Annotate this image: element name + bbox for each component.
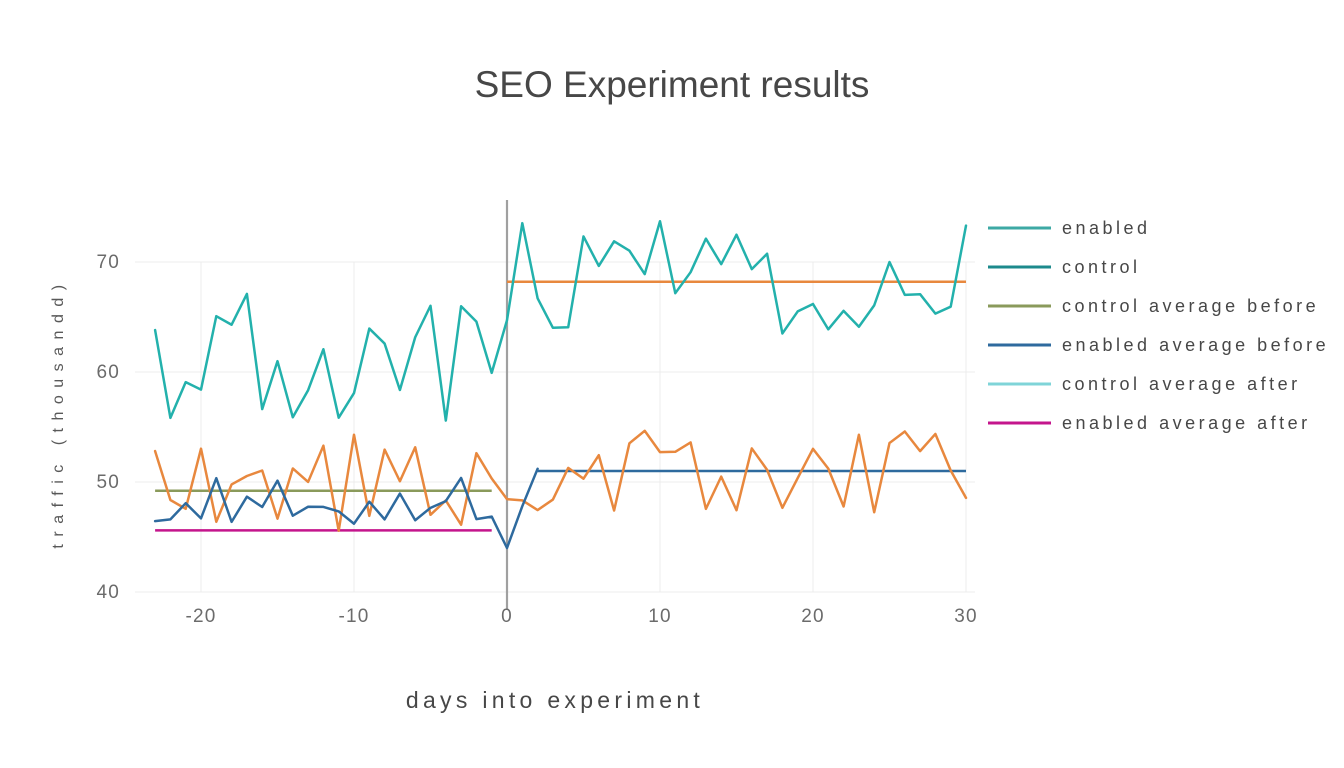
svg-text:0: 0 [501,606,513,627]
svg-text:enabled average before: enabled average before [1062,335,1329,355]
svg-text:traffic (thousandd): traffic (thousandd) [50,277,67,548]
svg-text:30: 30 [954,606,978,627]
svg-text:70: 70 [96,252,120,273]
svg-text:enabled: enabled [1062,218,1151,238]
svg-text:40: 40 [96,582,120,603]
svg-text:50: 50 [96,472,120,493]
svg-text:-10: -10 [338,606,369,627]
svg-text:control: control [1062,257,1141,277]
svg-text:control average after: control average after [1062,374,1301,394]
svg-text:-20: -20 [185,606,216,627]
svg-text:10: 10 [648,606,672,627]
svg-text:20: 20 [801,606,825,627]
svg-text:control average before: control average before [1062,296,1319,316]
svg-text:enabled average after: enabled average after [1062,413,1311,433]
svg-text:days into experiment: days into experiment [406,687,704,713]
svg-text:60: 60 [96,362,120,383]
